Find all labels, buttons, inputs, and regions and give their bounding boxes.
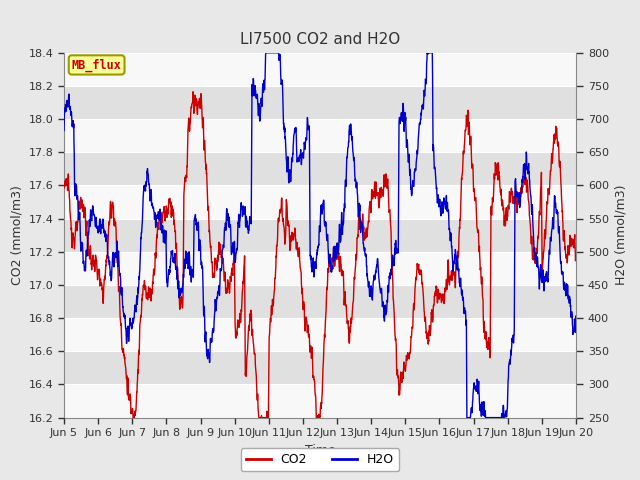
Bar [64, 86, 576, 119]
Bar [64, 318, 576, 351]
Bar [64, 185, 576, 218]
Bar [64, 252, 576, 285]
Bar [64, 351, 576, 384]
Text: MB_flux: MB_flux [72, 58, 122, 72]
Legend: CO2, H2O: CO2, H2O [241, 448, 399, 471]
Bar [64, 384, 576, 418]
Bar [64, 53, 576, 86]
Bar [64, 119, 576, 152]
Bar [64, 285, 576, 318]
Y-axis label: H2O (mmol/m3): H2O (mmol/m3) [614, 185, 627, 286]
Y-axis label: CO2 (mmol/m3): CO2 (mmol/m3) [10, 185, 23, 285]
X-axis label: Time: Time [305, 444, 335, 456]
Bar [64, 218, 576, 252]
Bar [64, 152, 576, 185]
Title: LI7500 CO2 and H2O: LI7500 CO2 and H2O [240, 33, 400, 48]
